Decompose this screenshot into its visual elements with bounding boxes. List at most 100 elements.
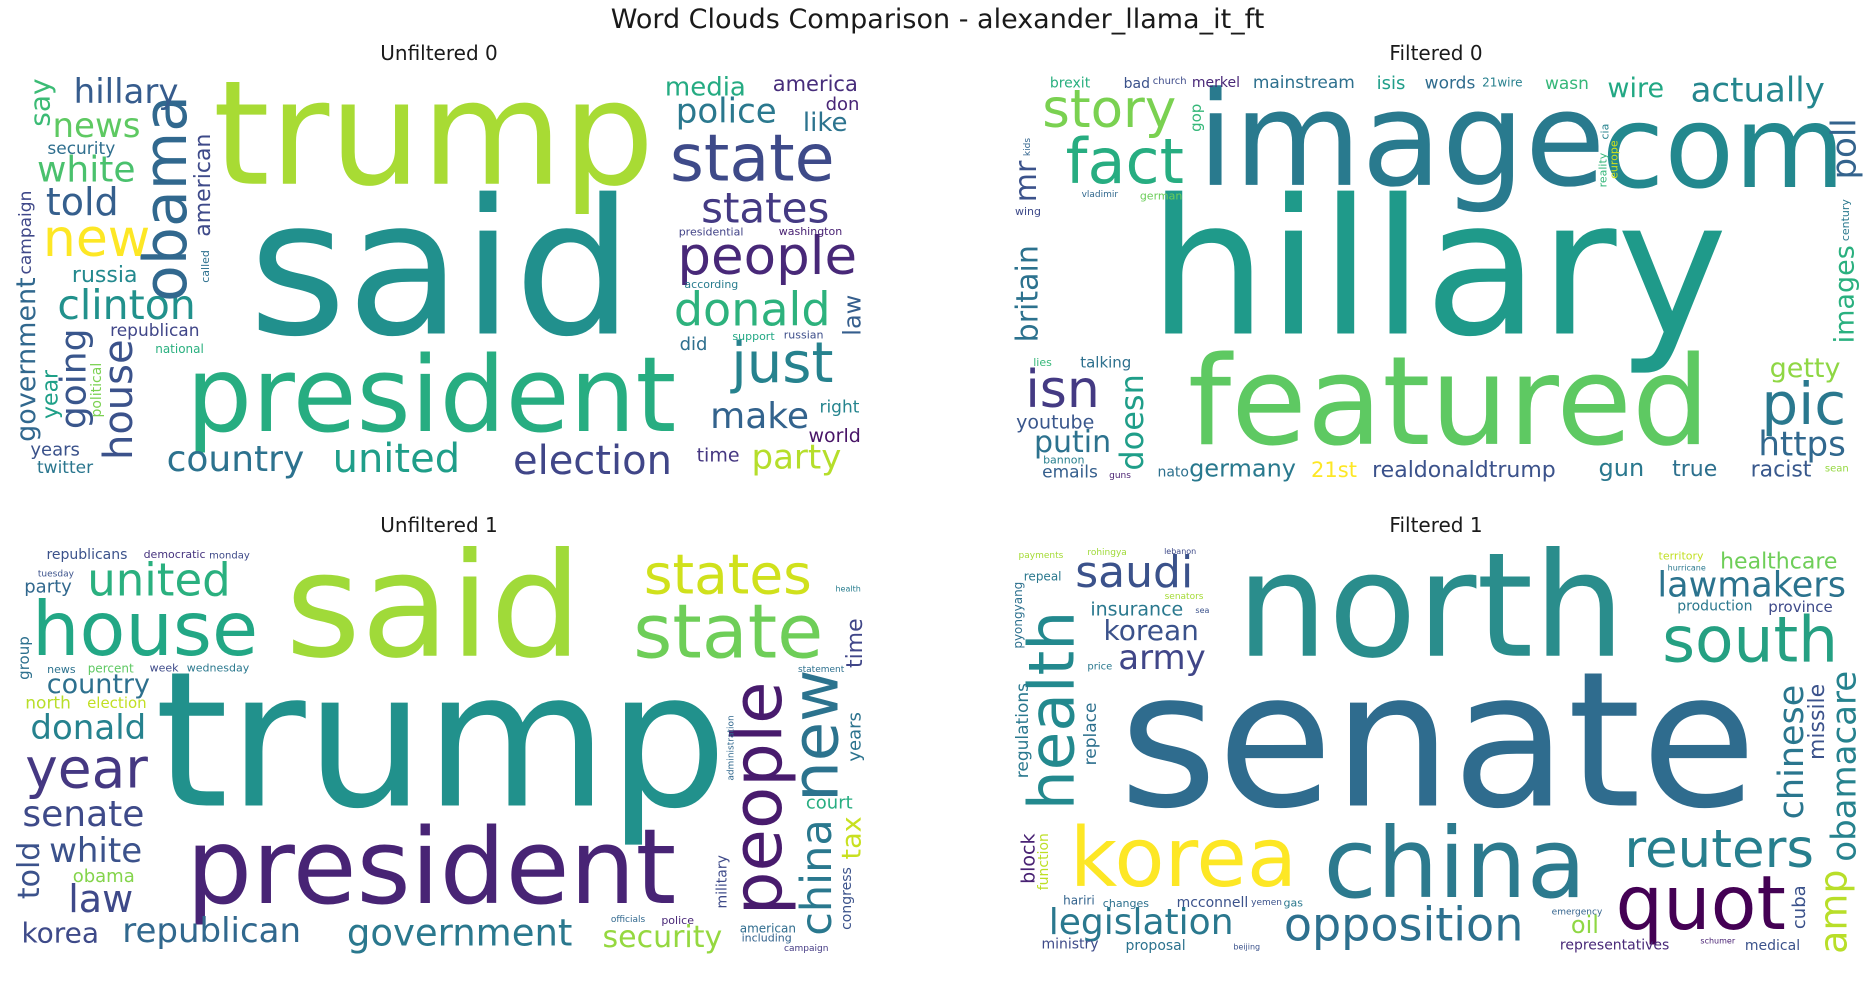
cloud-word: lies (1033, 356, 1052, 369)
cloud-word: emails (1042, 463, 1098, 482)
cloud-word: people (677, 226, 857, 287)
cloud-word: time (843, 618, 868, 668)
cloud-word: mcconnell (1177, 895, 1249, 911)
cloud-word: tuesday (38, 569, 75, 579)
cloud-word: talking (1080, 354, 1131, 372)
cloud-word: party (752, 438, 842, 478)
cloud-word: obama (131, 95, 201, 302)
panel-title: Unfiltered 0 (380, 41, 498, 65)
cloud-word: wasn (1545, 74, 1589, 94)
cloud-word: merkel (1192, 75, 1240, 91)
cloud-word: guns (1109, 471, 1131, 481)
cloud-word: story (1042, 79, 1176, 140)
cloud-word: according (684, 278, 738, 291)
cloud-word: vladimir (1082, 190, 1119, 200)
cloud-word: images (1830, 245, 1861, 343)
cloud-word: lawmakers (1657, 566, 1846, 606)
cloud-word: getty (1770, 353, 1841, 384)
cloud-word: repeal (1024, 569, 1062, 583)
cloud-word: pic (1761, 370, 1846, 438)
cloud-word: healthcare (1720, 550, 1837, 575)
cloud-word: words (1425, 74, 1476, 94)
cloud-word: ministry (1041, 937, 1098, 953)
cloud-word: russia (72, 263, 138, 288)
cloud-word: medical (1745, 938, 1800, 954)
figure-title: Word Clouds Comparison - alexander_llama… (610, 4, 1265, 35)
cloud-word: century (1839, 199, 1852, 242)
cloud-word: party (24, 576, 72, 597)
cloud-word: told (46, 180, 119, 224)
cloud-word: donald (674, 282, 831, 336)
cloud-word: sean (1825, 463, 1849, 474)
cloud-word: amp (1811, 869, 1855, 953)
cloud-word: world (808, 425, 860, 447)
cloud-word: block (1017, 833, 1039, 883)
cloud-word: states (644, 546, 812, 607)
cloud-word: bad (1124, 76, 1150, 92)
cloud-word: emergency (1552, 907, 1603, 917)
cloud-word: replace (1081, 703, 1101, 766)
cloud-word: representatives (1560, 938, 1669, 954)
cloud-word: saudi (1075, 547, 1193, 598)
cloud-word: twitter (37, 458, 93, 478)
cloud-word: gop (1187, 104, 1205, 132)
cloud-word: president (186, 334, 676, 456)
cloud-word: bannon (1043, 454, 1084, 467)
cloud-word: youtube (1016, 411, 1094, 433)
word-cloud: senate north china korea reuters south health q… (1011, 546, 1865, 954)
cloud-word: yemen (1251, 898, 1282, 908)
cloud-word: britain (1011, 245, 1046, 342)
cloud-word: russian (784, 329, 824, 342)
cloud-word: senate (1119, 631, 1756, 850)
cloud-word: called (199, 250, 212, 283)
cloud-word: poll (1824, 118, 1864, 179)
cloud-word: changes (1103, 897, 1149, 910)
cloud-word: group (15, 636, 33, 680)
cloud-word: did (680, 334, 708, 355)
cloud-word: campaign (784, 944, 828, 954)
cloud-word: national (155, 342, 204, 356)
cloud-word: legislation (1049, 902, 1234, 943)
cloud-word: law (838, 295, 866, 336)
cloud-word: washington (779, 225, 842, 238)
cloud-word: media (665, 74, 746, 102)
cloud-word: china (1323, 807, 1586, 920)
cloud-word: statement (798, 665, 845, 675)
cloud-word: 21st (1311, 458, 1357, 482)
cloud-word: obamacare (1824, 671, 1864, 862)
cloud-word: reuters (1624, 819, 1814, 880)
cloud-word: trump (213, 74, 655, 219)
cloud-word: state (670, 121, 835, 196)
cloud-word: hariri (1063, 893, 1095, 907)
cloud-word: health (835, 584, 860, 593)
cloud-word: image (1197, 74, 1605, 216)
cloud-word: say (23, 78, 56, 126)
cloud-word: kids (1023, 138, 1033, 156)
word-cloud: said trump president people state clinton obam… (14, 74, 868, 482)
word-cloud: hillary image featured com fact story doesn pic… (1011, 74, 1865, 482)
cloud-word: house (96, 339, 142, 460)
cloud-word: nato (1157, 465, 1189, 481)
cloud-word: police (661, 914, 694, 927)
cloud-word: gas (1284, 896, 1304, 909)
cloud-word: american (740, 921, 796, 935)
cloud-word: court (806, 793, 853, 814)
cloud-word: hillary (74, 74, 179, 112)
cloud-word: regulations (1013, 683, 1033, 778)
cloud-word: germany (1189, 454, 1296, 482)
cloud-word: years (30, 439, 80, 460)
cloud-word: health (1015, 611, 1088, 810)
cloud-word: security (603, 920, 723, 954)
panel-title: Unfiltered 1 (380, 513, 498, 537)
cloud-word: time (697, 444, 740, 466)
cloud-word: fact (1066, 125, 1184, 198)
cloud-word: price (1087, 661, 1112, 672)
cloud-word: sea (1195, 606, 1209, 615)
cloud-word: cuba (1789, 885, 1810, 929)
cloud-word: function (1036, 833, 1052, 890)
cloud-word: said (285, 546, 582, 691)
cloud-word: states (701, 183, 829, 232)
cloud-word: said (249, 159, 634, 378)
